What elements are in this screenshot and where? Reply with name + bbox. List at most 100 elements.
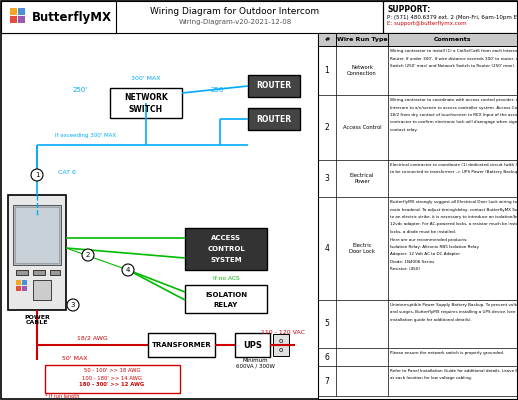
Circle shape bbox=[82, 249, 94, 261]
Bar bbox=[15, 207, 59, 263]
Text: o: o bbox=[279, 347, 283, 353]
Text: TRANSFORMER: TRANSFORMER bbox=[152, 342, 211, 348]
Text: Wiring Diagram for Outdoor Intercom: Wiring Diagram for Outdoor Intercom bbox=[150, 6, 320, 16]
Text: to be connected to transformer -> UPS Power (Battery Backup) -> Wall outlet: to be connected to transformer -> UPS Po… bbox=[390, 170, 518, 174]
Text: main headend. To adjust timing/delay, contact ButterflyMX Support. To wire direc: main headend. To adjust timing/delay, co… bbox=[390, 208, 518, 212]
Bar bbox=[248, 108, 300, 130]
Text: 6: 6 bbox=[325, 352, 329, 362]
Text: Isolation Relay: Altronix RB5 Isolation Relay: Isolation Relay: Altronix RB5 Isolation … bbox=[390, 245, 479, 249]
Text: RELAY: RELAY bbox=[214, 302, 238, 308]
Bar bbox=[185, 228, 267, 270]
Bar bbox=[50, 270, 60, 275]
Text: UPS: UPS bbox=[243, 340, 262, 350]
Text: 300' MAX: 300' MAX bbox=[131, 76, 161, 80]
Bar bbox=[110, 88, 182, 118]
Text: ROUTER: ROUTER bbox=[256, 114, 292, 124]
Bar bbox=[318, 33, 517, 46]
Bar bbox=[248, 75, 300, 97]
Text: contact relay.: contact relay. bbox=[390, 128, 418, 132]
Text: ButterflyMX: ButterflyMX bbox=[32, 10, 112, 24]
Bar bbox=[383, 1, 517, 33]
Text: 250': 250' bbox=[210, 87, 225, 93]
Text: Refer to Panel Installation Guide for additional details. Leave 6' service loop: Refer to Panel Installation Guide for ad… bbox=[390, 369, 518, 373]
Text: NETWORK: NETWORK bbox=[124, 94, 168, 102]
Circle shape bbox=[122, 264, 134, 276]
Bar bbox=[33, 270, 45, 275]
Bar bbox=[22, 286, 27, 291]
Text: Adapter: 12 Volt AC to DC Adapter: Adapter: 12 Volt AC to DC Adapter bbox=[390, 252, 460, 256]
Text: E: support@butterflymx.com: E: support@butterflymx.com bbox=[387, 22, 467, 26]
Text: 100 - 180' >> 14 AWG: 100 - 180' >> 14 AWG bbox=[82, 376, 142, 380]
Text: ISOLATION: ISOLATION bbox=[205, 292, 247, 298]
Text: CONTROL: CONTROL bbox=[207, 246, 245, 252]
Text: P: (571) 480.6379 ext. 2 (Mon-Fri, 6am-10pm EST): P: (571) 480.6379 ext. 2 (Mon-Fri, 6am-1… bbox=[387, 14, 518, 20]
Bar bbox=[22, 280, 27, 285]
Bar bbox=[18, 16, 25, 23]
Text: ButterflyMX strongly suggest all Electrical Door Lock wiring to be home-run dire: ButterflyMX strongly suggest all Electri… bbox=[390, 200, 518, 204]
Text: 4: 4 bbox=[325, 244, 329, 253]
Text: Intercom to a/v/screen to access controller system. Access Control provider to t: Intercom to a/v/screen to access control… bbox=[390, 106, 518, 110]
Bar bbox=[10, 16, 17, 23]
Text: If exceeding 300' MAX: If exceeding 300' MAX bbox=[55, 132, 116, 138]
Bar bbox=[1, 1, 116, 33]
Text: 7: 7 bbox=[325, 376, 329, 386]
Bar bbox=[318, 33, 517, 399]
Text: POWER
CABLE: POWER CABLE bbox=[24, 314, 50, 326]
Text: Diode: 1N4006 Series: Diode: 1N4006 Series bbox=[390, 260, 434, 264]
Text: SWITCH: SWITCH bbox=[129, 104, 163, 114]
Text: o: o bbox=[279, 338, 283, 344]
Text: Router. If under 300'. If wire distance exceeds 300' to router, connect Panel to: Router. If under 300'. If wire distance … bbox=[390, 56, 518, 60]
Text: at each location for low voltage cabling.: at each location for low voltage cabling… bbox=[390, 376, 472, 380]
Text: If no ACS: If no ACS bbox=[213, 276, 239, 282]
Bar bbox=[185, 285, 267, 313]
Bar bbox=[10, 8, 17, 15]
Text: Electrical
Power: Electrical Power bbox=[350, 173, 374, 184]
Text: Resistor: (450): Resistor: (450) bbox=[390, 268, 420, 272]
Bar bbox=[18, 8, 25, 15]
Bar bbox=[33, 280, 51, 300]
Text: contractor to confirm electronic lock will disengage when signal is sent through: contractor to confirm electronic lock wi… bbox=[390, 120, 518, 124]
Bar bbox=[235, 333, 270, 357]
Text: SYSTEM: SYSTEM bbox=[210, 257, 242, 263]
Text: #: # bbox=[324, 37, 329, 42]
Text: installation guide for additional details).: installation guide for additional detail… bbox=[390, 318, 472, 322]
Bar bbox=[16, 286, 21, 291]
Text: locks, a diode must be installed.: locks, a diode must be installed. bbox=[390, 230, 456, 234]
Bar bbox=[16, 280, 21, 285]
Text: 50' MAX: 50' MAX bbox=[62, 356, 88, 360]
Bar bbox=[8, 195, 66, 310]
Text: Wire Run Type: Wire Run Type bbox=[337, 37, 387, 42]
Text: 3: 3 bbox=[71, 302, 75, 308]
Text: SUPPORT:: SUPPORT: bbox=[387, 4, 430, 14]
Text: ROUTER: ROUTER bbox=[256, 82, 292, 90]
Text: 250': 250' bbox=[73, 87, 88, 93]
Bar bbox=[45, 365, 180, 393]
Text: Access Control: Access Control bbox=[343, 125, 381, 130]
Text: 3: 3 bbox=[325, 174, 329, 183]
Text: Wiring contractor to coordinate with access control provider, install (1) x 18/2: Wiring contractor to coordinate with acc… bbox=[390, 98, 518, 102]
Bar bbox=[1, 1, 517, 33]
Text: 2: 2 bbox=[86, 252, 90, 258]
Text: Here are our recommended products:: Here are our recommended products: bbox=[390, 238, 468, 242]
Text: Wiring-Diagram-v20-2021-12-08: Wiring-Diagram-v20-2021-12-08 bbox=[178, 19, 292, 25]
Text: 5: 5 bbox=[325, 320, 329, 328]
Text: Wiring contractor to install (1) a Cat5e/Cat6 from each Intercom panel location : Wiring contractor to install (1) a Cat5e… bbox=[390, 49, 518, 53]
Bar bbox=[13, 205, 61, 265]
Text: 18/2 AWG: 18/2 AWG bbox=[77, 336, 107, 340]
Text: to an electric strike, it is necessary to introduce an isolation/buffer relay wi: to an electric strike, it is necessary t… bbox=[390, 215, 518, 219]
Text: 18/2 from dry contact of touchscreen to REX Input of the access control. Access : 18/2 from dry contact of touchscreen to … bbox=[390, 113, 518, 117]
Text: Minimum
600VA / 300W: Minimum 600VA / 300W bbox=[236, 358, 275, 368]
Text: CAT 6: CAT 6 bbox=[58, 170, 76, 174]
Text: Electric
Door Lock: Electric Door Lock bbox=[349, 243, 375, 254]
Text: 110 - 120 VAC: 110 - 120 VAC bbox=[261, 330, 305, 336]
Text: ACCESS: ACCESS bbox=[211, 235, 241, 241]
Text: Switch (250' max) and Network Switch to Router (250' max).: Switch (250' max) and Network Switch to … bbox=[390, 64, 515, 68]
Text: Uninterruptible Power Supply Battery Backup. To prevent voltage drops: Uninterruptible Power Supply Battery Bac… bbox=[390, 303, 518, 307]
Text: Network
Connection: Network Connection bbox=[347, 65, 377, 76]
Text: 1: 1 bbox=[35, 172, 39, 178]
Text: 4: 4 bbox=[126, 267, 130, 273]
Bar bbox=[148, 333, 215, 357]
Text: Electrical contractor to coordinate (1) dedicated circuit (with 3-20 receptacle): Electrical contractor to coordinate (1) … bbox=[390, 163, 518, 167]
Text: and surges, ButterflyMX requires installing a UPS device (see panel: and surges, ButterflyMX requires install… bbox=[390, 310, 518, 314]
Text: 2: 2 bbox=[325, 123, 329, 132]
